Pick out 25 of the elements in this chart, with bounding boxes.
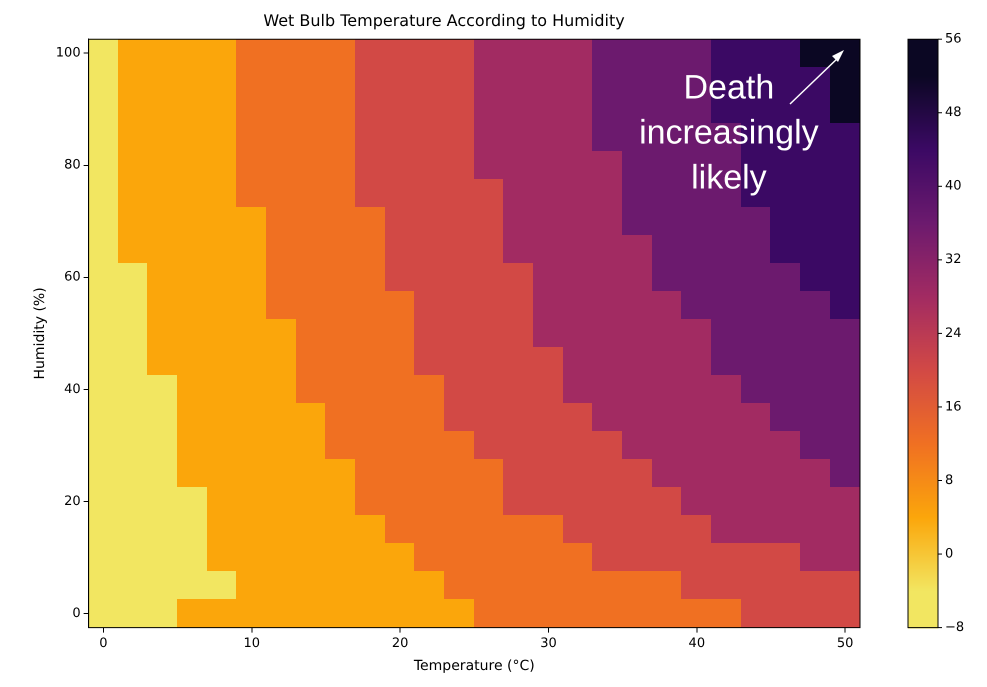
color-bar-label: −8: [945, 620, 964, 635]
y-tick-label: 60: [64, 270, 81, 285]
chart-title: Wet Bulb Temperature According to Humidity: [263, 10, 625, 30]
x-tick-label: 40: [688, 636, 706, 651]
y-tick-label: 20: [64, 494, 81, 509]
color-bar-label: 48: [945, 105, 962, 120]
y-tick-label: 100: [56, 46, 81, 61]
y-axis-title: Humidity (%): [32, 287, 48, 380]
x-tick-label: 50: [836, 636, 854, 651]
x-tick-label: 0: [99, 636, 108, 651]
x-tick-label: 30: [540, 636, 557, 651]
color-bar-label: 0: [945, 546, 954, 562]
color-bar-label: 40: [945, 178, 962, 194]
color-bar-label: 24: [945, 326, 962, 341]
color-bar-label: 32: [945, 252, 962, 268]
color-bar-label: 16: [945, 399, 962, 414]
color-bar-label: 56: [945, 32, 962, 47]
y-tick-label: 0: [72, 606, 81, 621]
y-tick-label: 40: [64, 382, 81, 397]
annotation: Death increasingly likely: [639, 68, 819, 197]
x-tick-label: 20: [392, 636, 408, 651]
color-bar-label: 8: [945, 472, 954, 488]
x-tick-label: 10: [244, 636, 260, 651]
x-axis-title: Temperature (°C): [412, 658, 535, 674]
y-tick-label: 80: [64, 158, 81, 173]
